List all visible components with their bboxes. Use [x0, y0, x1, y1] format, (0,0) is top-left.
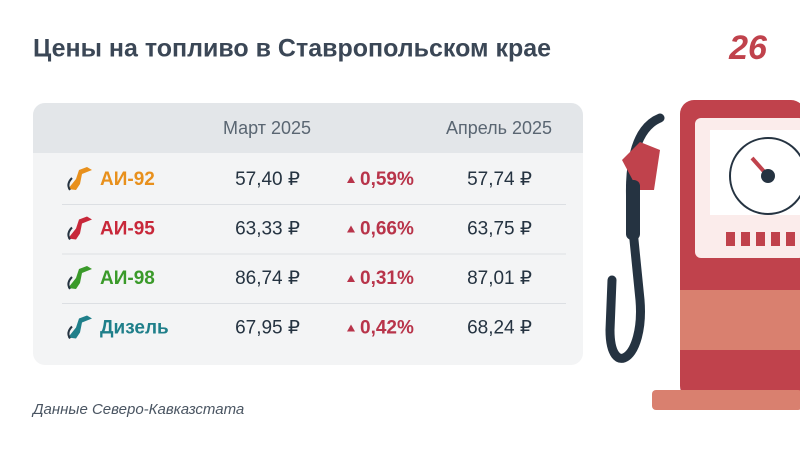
pump-base	[652, 390, 800, 410]
fuel-name: АИ-92	[100, 169, 155, 190]
column-header: Март 2025	[223, 118, 311, 138]
fuel-icon	[68, 167, 92, 190]
april-price: 63,75 ₽	[467, 219, 532, 240]
up-arrow	[347, 225, 355, 233]
logo: 26	[728, 29, 768, 67]
march-price: 86,74 ₽	[235, 268, 300, 289]
april-price: 57,74 ₽	[467, 169, 532, 190]
fuel-icon-hose	[67, 276, 73, 290]
pump-handle	[626, 180, 640, 240]
up-arrow	[347, 324, 355, 332]
fuel-icon	[68, 266, 92, 289]
pump-stripe	[680, 290, 800, 350]
fuel-name: Дизель	[100, 318, 169, 339]
fuel-icon	[68, 315, 92, 339]
title: Цены на топливо в Ставропольском крае	[33, 35, 551, 63]
table-header-bg	[33, 103, 583, 153]
march-price: 63,33 ₽	[235, 219, 300, 240]
march-price: 57,40 ₽	[235, 169, 300, 190]
table-box	[33, 103, 583, 365]
pump-digits	[726, 232, 795, 246]
pump-nozzle	[622, 142, 660, 190]
up-arrow	[347, 275, 355, 282]
april-price: 87,01 ₽	[467, 268, 532, 289]
fuel-icon	[68, 216, 92, 240]
fuel-name: АИ-95	[100, 219, 155, 240]
fuel-icon-hose	[67, 226, 73, 241]
fuel-icon-hose	[67, 177, 73, 191]
source: Данные Северо-Кавказстата	[31, 401, 244, 418]
fuel-name: АИ-98	[100, 268, 155, 289]
pump-hose	[605, 113, 665, 363]
price-change: 0,31%	[360, 268, 414, 289]
table-rows: АИ-92 57,40 ₽ 0,59% 57,74 ₽ АИ-95 63,33 ₽ 0,66…	[62, 167, 566, 340]
column-header: Апрель 2025	[446, 118, 552, 138]
price-change: 0,66%	[360, 219, 414, 240]
price-change: 0,42%	[360, 318, 414, 339]
gauge-center	[761, 169, 775, 183]
up-arrow	[347, 176, 355, 183]
march-price: 67,95 ₽	[235, 318, 300, 339]
price-change: 0,59%	[360, 169, 414, 190]
fuel-icon-hose	[67, 325, 73, 340]
fuel-pump-illustration	[605, 100, 800, 410]
april-price: 68,24 ₽	[467, 318, 532, 339]
